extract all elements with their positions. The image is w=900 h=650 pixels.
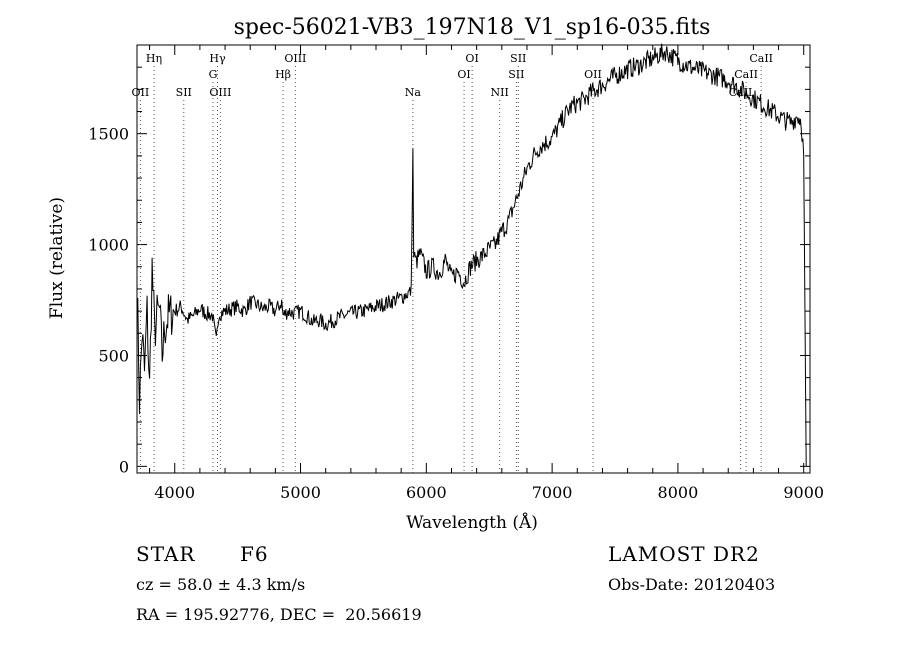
spectral-line-label: OIII (284, 52, 306, 65)
spectral-line-label: OII (584, 68, 602, 81)
spectrum-line (136, 43, 807, 467)
y-tick-label: 1000 (88, 236, 129, 255)
x-axis-label: Wavelength (Å) (406, 512, 538, 533)
spectral-line-label: Hβ (275, 68, 291, 81)
spectral-line-label: CaII (734, 68, 758, 81)
spectral-line-label: OI (465, 52, 478, 65)
x-tick-label: 6000 (406, 483, 447, 502)
spectral-line-label: CaII (749, 52, 773, 65)
redshift-cz: cz = 58.0 ± 4.3 km/s (136, 575, 306, 594)
y-tick-label: 1500 (88, 125, 129, 144)
y-tick-label: 500 (98, 346, 129, 365)
plot-frame (136, 44, 811, 474)
spectral-line-label: OI (457, 68, 470, 81)
obs-date: Obs-Date: 20120403 (608, 575, 776, 594)
x-tick-label: 9000 (783, 483, 824, 502)
x-tick-label: 7000 (532, 483, 573, 502)
spectral-line-label: OIII (209, 86, 231, 99)
chart-title: spec-56021-VB3_197N18_V1_sp16-035.fits (234, 15, 711, 40)
spectral-line-label: SII (508, 68, 524, 81)
x-tick-label: 8000 (658, 483, 699, 502)
spectral-line-label: OII (132, 86, 150, 99)
spectral-line-label: SII (510, 52, 526, 65)
x-tick-label: 4000 (154, 483, 195, 502)
y-tick-label: 0 (119, 457, 129, 476)
spectral-line-label: Hγ (209, 52, 226, 65)
subclass: F6 (240, 542, 269, 566)
spectral-line-label: Hη (146, 52, 162, 65)
spectral-line-label: G (209, 68, 218, 81)
x-tick-label: 5000 (280, 483, 321, 502)
spectral-line-label: SII (176, 86, 192, 99)
spectral-line-label: NII (491, 86, 509, 99)
y-axis-label: Flux (relative) (47, 197, 67, 319)
spectral-line-label: Na (405, 86, 422, 99)
survey-name: LAMOST DR2 (608, 542, 760, 566)
object-class: STAR (136, 542, 196, 566)
coordinates: RA = 195.92776, DEC = 20.56619 (136, 605, 422, 624)
